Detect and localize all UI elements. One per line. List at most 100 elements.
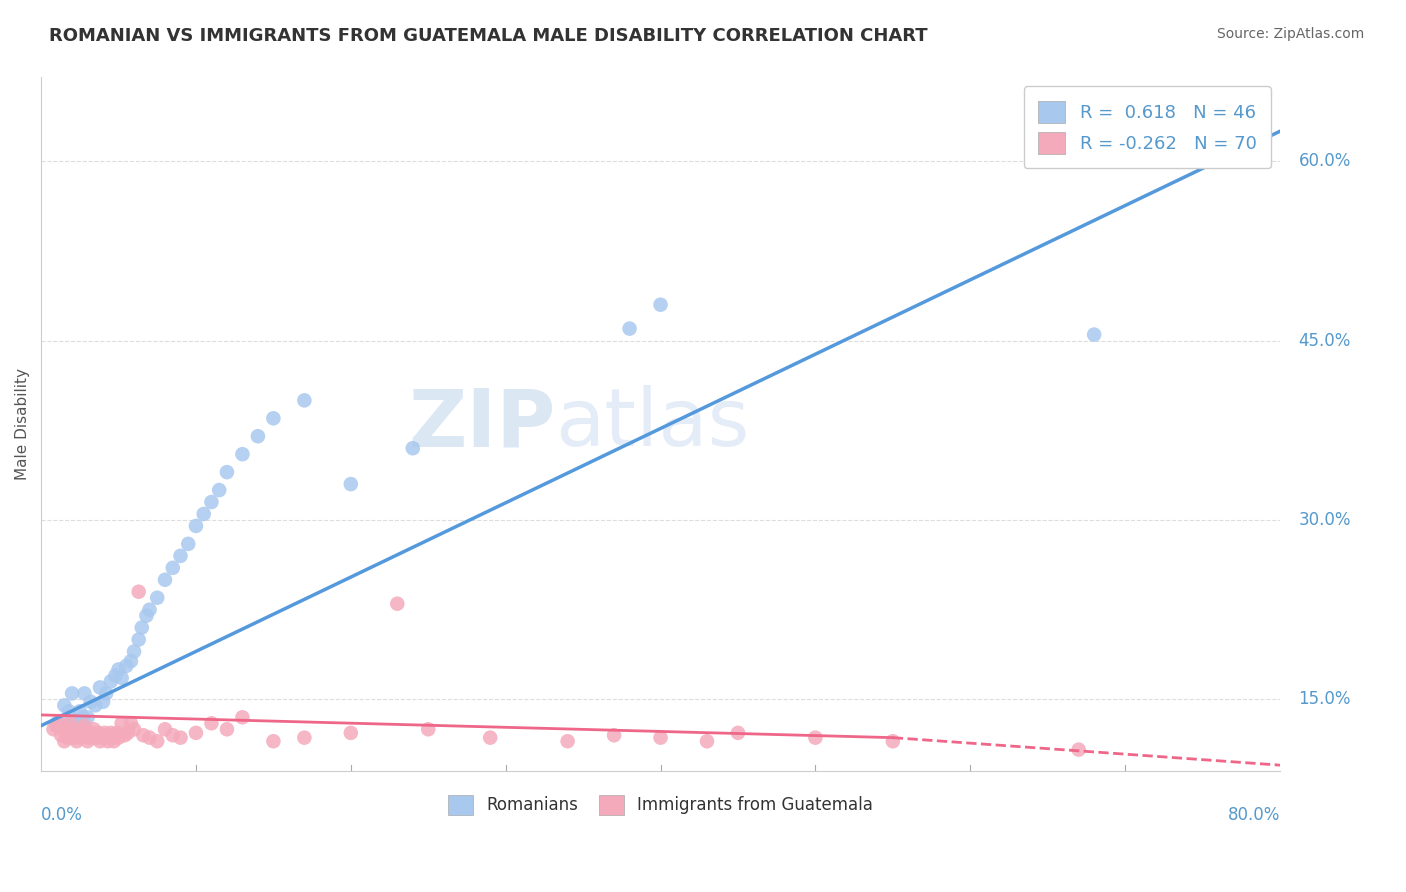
Point — [53, 734, 76, 748]
Point — [146, 734, 169, 748]
Text: ZIP: ZIP — [408, 385, 555, 463]
Point — [132, 728, 155, 742]
Text: 15.0%: 15.0% — [1299, 690, 1351, 708]
Point — [111, 671, 134, 685]
Point — [89, 734, 111, 748]
Point — [138, 731, 160, 745]
Point — [262, 411, 284, 425]
Text: ROMANIAN VS IMMIGRANTS FROM GUATEMALA MALE DISABILITY CORRELATION CHART: ROMANIAN VS IMMIGRANTS FROM GUATEMALA MA… — [49, 27, 928, 45]
Point — [262, 734, 284, 748]
Point — [94, 731, 117, 745]
Point — [128, 584, 150, 599]
Text: 30.0%: 30.0% — [1299, 511, 1351, 529]
Point — [51, 728, 73, 742]
Point — [73, 719, 96, 733]
Point — [94, 686, 117, 700]
Point — [557, 734, 579, 748]
Point — [91, 731, 114, 745]
Point — [727, 726, 749, 740]
Point — [162, 728, 184, 742]
Point — [402, 441, 425, 455]
Point — [90, 728, 112, 742]
Point — [76, 734, 98, 748]
Y-axis label: Male Disability: Male Disability — [15, 368, 30, 480]
Point — [292, 393, 315, 408]
Point — [193, 507, 215, 521]
Point — [100, 674, 122, 689]
Point — [103, 734, 125, 748]
Point — [89, 681, 111, 695]
Point — [169, 549, 191, 563]
Point — [75, 728, 97, 742]
Point — [42, 723, 65, 737]
Text: 60.0%: 60.0% — [1299, 153, 1351, 170]
Point — [79, 726, 101, 740]
Point — [67, 728, 90, 742]
Point — [340, 726, 363, 740]
Point — [84, 698, 107, 713]
Point — [184, 519, 207, 533]
Point — [1083, 327, 1105, 342]
Point — [45, 716, 67, 731]
Point — [200, 495, 222, 509]
Point — [231, 710, 253, 724]
Point — [107, 663, 129, 677]
Point — [62, 731, 84, 745]
Point — [208, 483, 231, 497]
Point — [215, 465, 238, 479]
Point — [215, 723, 238, 737]
Point — [45, 719, 67, 733]
Point — [619, 321, 641, 335]
Point — [603, 728, 626, 742]
Point — [387, 597, 409, 611]
Point — [135, 608, 157, 623]
Point — [120, 716, 142, 731]
Point — [246, 429, 269, 443]
Point — [696, 734, 718, 748]
Point — [72, 726, 94, 740]
Point — [162, 561, 184, 575]
Text: Source: ZipAtlas.com: Source: ZipAtlas.com — [1216, 27, 1364, 41]
Point — [340, 477, 363, 491]
Point — [58, 704, 80, 718]
Point — [76, 710, 98, 724]
Point — [100, 726, 122, 740]
Point — [111, 716, 134, 731]
Point — [70, 723, 93, 737]
Point — [63, 714, 86, 728]
Point — [97, 734, 120, 748]
Point — [292, 731, 315, 745]
Point — [87, 726, 110, 740]
Point — [153, 573, 176, 587]
Point — [48, 716, 70, 731]
Point — [882, 734, 904, 748]
Point — [231, 447, 253, 461]
Point — [77, 731, 100, 745]
Point — [107, 731, 129, 745]
Point — [58, 723, 80, 737]
Legend: Romanians, Immigrants from Guatemala: Romanians, Immigrants from Guatemala — [441, 789, 879, 822]
Point — [418, 723, 440, 737]
Text: 80.0%: 80.0% — [1227, 805, 1279, 824]
Point — [66, 734, 89, 748]
Point — [169, 731, 191, 745]
Point — [128, 632, 150, 647]
Point — [117, 726, 139, 740]
Point — [1067, 742, 1090, 756]
Point — [56, 731, 79, 745]
Point — [650, 731, 672, 745]
Point — [804, 731, 827, 745]
Point — [60, 686, 83, 700]
Point — [55, 726, 77, 740]
Point — [101, 731, 124, 745]
Point — [51, 714, 73, 728]
Point — [120, 654, 142, 668]
Point — [146, 591, 169, 605]
Point — [69, 731, 91, 745]
Text: 0.0%: 0.0% — [41, 805, 83, 824]
Point — [93, 726, 115, 740]
Point — [122, 644, 145, 658]
Point — [79, 695, 101, 709]
Point — [91, 695, 114, 709]
Point — [84, 728, 107, 742]
